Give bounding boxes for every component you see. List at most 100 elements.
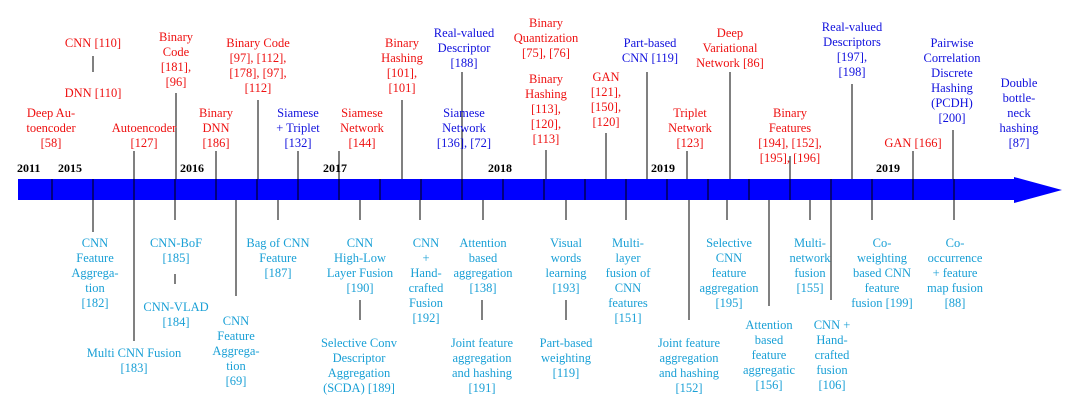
- year-label: 2019: [876, 161, 900, 175]
- year-label: 2018: [488, 161, 512, 175]
- label-line: [138]: [469, 281, 497, 295]
- label-line: CNN [119]: [621, 51, 679, 65]
- label-line: Binary: [528, 16, 564, 30]
- label-line: Binary: [198, 106, 234, 120]
- label-line: weighting: [540, 351, 591, 365]
- label-line: Hashing: [931, 81, 973, 95]
- label-line: Co-: [872, 236, 892, 250]
- label-line: aggregation: [659, 351, 719, 365]
- label-line: Autoencoder: [111, 121, 177, 135]
- year-label: 2019: [651, 161, 675, 175]
- label-line: CNN: [346, 236, 374, 250]
- method-label-bottom: Selective Conv Descriptor Aggregation (SCDA…: [321, 336, 397, 396]
- method-label-top: CNN [110]: [65, 36, 121, 51]
- label-line: [178], [97],: [229, 66, 287, 80]
- label-line: Hand-: [410, 266, 442, 280]
- label-line: [185]: [162, 251, 190, 265]
- timeline-arrowhead: [1014, 177, 1062, 203]
- label-line: Siamese: [443, 106, 485, 120]
- method-label-top: Pairwise Correlation Discrete Hashing (PCDH)…: [924, 36, 981, 126]
- label-line: Correlation: [923, 51, 981, 65]
- label-line: Network: [668, 121, 712, 135]
- label-line: Visual: [550, 236, 582, 250]
- label-line: CNN: [614, 281, 642, 295]
- label-line: [120]: [592, 115, 620, 129]
- label-line: [121],: [590, 85, 622, 99]
- label-line: [200]: [938, 111, 966, 125]
- label-line: [150],: [590, 100, 622, 114]
- year-label: 2015: [58, 161, 82, 175]
- label-line: tion: [226, 359, 246, 373]
- label-line: based CNN: [853, 266, 911, 280]
- label-line: [151]: [614, 311, 642, 325]
- label-line: Descriptor: [332, 351, 386, 365]
- method-label-top: GAN [166]: [884, 136, 941, 151]
- label-line: and hashing: [658, 366, 720, 380]
- method-label-bottom: Attention based feature aggregatic [156]: [743, 318, 795, 393]
- label-line: Aggregation: [327, 366, 391, 380]
- method-label-top: Double bottle-neck hashing [87]: [1000, 76, 1039, 151]
- label-line: Quantization: [513, 31, 579, 45]
- label-line: [187]: [264, 266, 292, 280]
- label-line: Siamese: [341, 106, 383, 120]
- label-line: aggregatic: [742, 363, 796, 377]
- label-line: Bag of CNN: [246, 236, 310, 250]
- label-line: [155]: [796, 281, 824, 295]
- label-line: map fusion: [927, 281, 983, 295]
- method-label-bottom: CNN High-Low Layer Fusion [190]: [327, 236, 393, 296]
- label-line: High-Low: [333, 251, 387, 265]
- label-line: fusion: [816, 363, 848, 377]
- label-line: Variational: [702, 41, 758, 55]
- label-line: [198]: [838, 65, 866, 79]
- label-line: fusion of: [605, 266, 651, 280]
- method-label-bottom: CNN + Hand-crafted Fusion [192]: [409, 236, 444, 326]
- method-label-top: Real-valued Descriptors [197], [198]: [822, 20, 882, 80]
- method-label-top: Real-valued Descriptor [188]: [434, 26, 494, 71]
- label-line: Part-based: [539, 336, 593, 350]
- label-line: [127]: [130, 136, 158, 150]
- method-label-top: Autoencoder [127]: [112, 121, 177, 151]
- method-label-bottom: Joint feature aggregation and hashing [191]: [451, 336, 513, 396]
- label-line: [193]: [552, 281, 580, 295]
- label-line: [188]: [450, 56, 478, 70]
- label-line: Hashing: [381, 51, 423, 65]
- label-line: Network: [442, 121, 486, 135]
- label-line: Descriptor: [437, 41, 491, 55]
- label-line: feature: [711, 266, 747, 280]
- label-line: [144]: [348, 136, 376, 150]
- label-line: [96]: [165, 75, 187, 89]
- method-label-bottom: CNN + Hand-crafted fusion [106]: [814, 318, 851, 393]
- label-line: and hashing: [451, 366, 513, 380]
- label-line: CNN-VLAD: [143, 300, 209, 314]
- label-line: network: [789, 251, 831, 265]
- method-label-bottom: Attention based aggregation [138]: [453, 236, 512, 296]
- label-line: aggregation: [453, 266, 513, 280]
- method-label-bottom: Selective CNN feature aggregation [195]: [699, 236, 758, 311]
- label-line: based: [754, 333, 784, 347]
- label-line: [101],: [386, 66, 418, 80]
- label-line: (PCDH): [931, 96, 973, 110]
- label-line: [106]: [818, 378, 846, 392]
- label-line: [184]: [162, 315, 190, 329]
- method-label-top: Siamese + Triplet [132]: [276, 106, 320, 151]
- method-label-top: Binary Hashing [113], [120], [113]: [525, 72, 567, 147]
- method-label-bottom: CNN-BoF [185]: [150, 236, 202, 266]
- method-label-top: GAN [121], [150], [120]: [591, 70, 621, 130]
- label-line: Selective: [706, 236, 752, 250]
- label-line: [191]: [468, 381, 496, 395]
- label-line: Aggrega-: [71, 266, 119, 280]
- label-line: [97], [112],: [229, 51, 287, 65]
- method-label-bottom: Joint feature aggregation and hashing [152]: [658, 336, 720, 396]
- label-line: CNN: [81, 236, 109, 250]
- label-line: Joint feature: [450, 336, 514, 350]
- label-line: learning: [545, 266, 587, 280]
- label-line: GAN [166]: [884, 136, 942, 150]
- label-line: Part-based: [623, 36, 677, 50]
- method-label-top: Deep Variational Network [86]: [696, 26, 764, 71]
- label-line: Joint feature: [657, 336, 721, 350]
- method-label-bottom: Multi-layer fusion of CNN features [151]: [606, 236, 651, 326]
- label-line: DNN: [202, 121, 230, 135]
- label-line: [88]: [944, 296, 966, 310]
- method-label-top: Binary Quantization [75], [76]: [514, 16, 579, 61]
